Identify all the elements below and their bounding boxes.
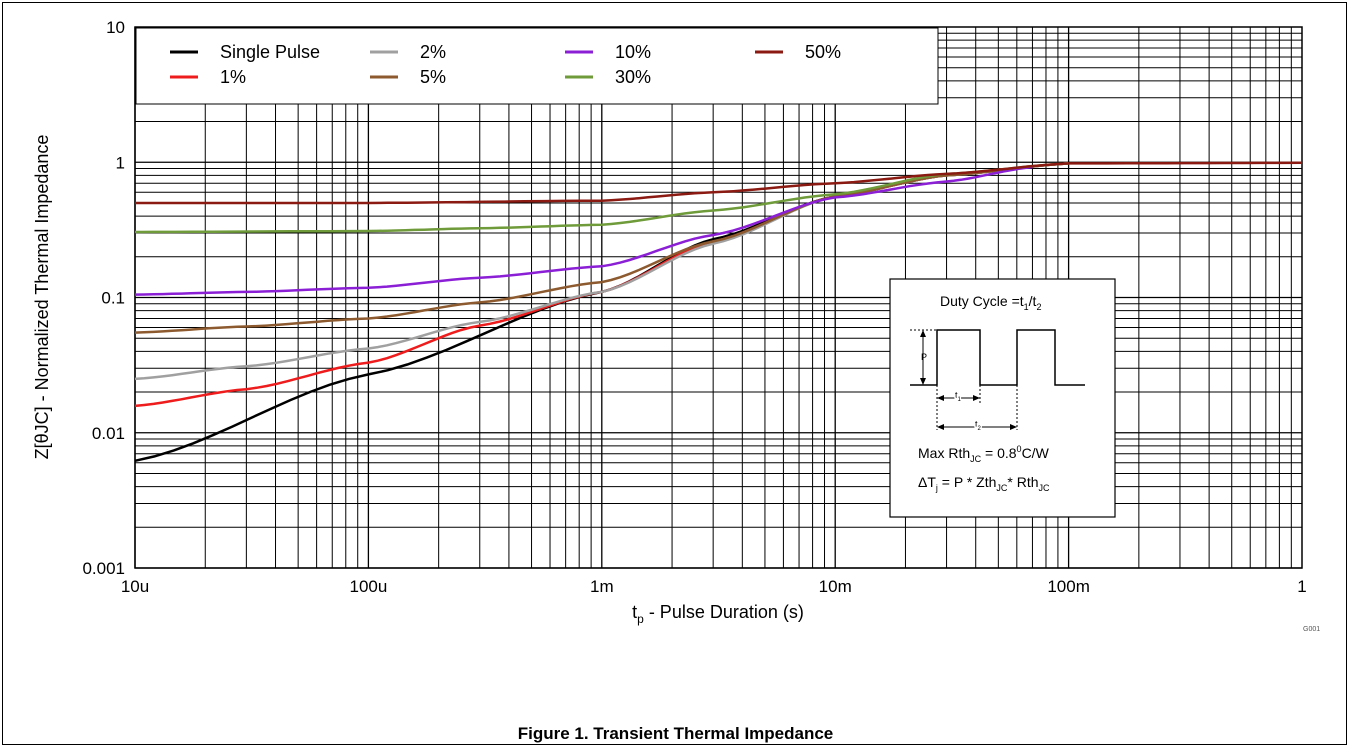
legend-label: 5% [420, 67, 446, 87]
series-line-10- [134, 165, 1033, 296]
pulse-waveform [910, 329, 1085, 386]
y-tick-label: 0.01 [92, 424, 125, 443]
delta-tj-text: ΔTj = P * ZthJC* RthJC [918, 474, 1050, 493]
max-rth-text: Max RthJC = 0.80C/W [918, 444, 1050, 464]
series-layer [134, 161, 1303, 463]
p-arrow-head-up [920, 330, 926, 337]
p-label: P [921, 352, 927, 362]
t1-label: t1 [955, 390, 962, 403]
y-tick-label: 0.001 [82, 559, 125, 578]
x-tick-label: 10m [819, 577, 852, 596]
plot-area-border [134, 26, 1303, 569]
x-axis-title: tp - Pulse Duration (s) [632, 602, 804, 626]
t2-label: t2 [975, 419, 982, 432]
legend-label: 1% [220, 67, 246, 87]
figure-code: G001 [1303, 626, 1321, 633]
y-tick-label: 10 [106, 18, 125, 37]
series-line-30- [134, 162, 1069, 234]
legend-label: 50% [805, 42, 841, 62]
y-tick-label: 1 [116, 153, 125, 172]
grid [134, 27, 1302, 569]
inset-box [889, 278, 1116, 518]
legend-label: Single Pulse [220, 42, 320, 62]
t1-arrow-head-left [937, 395, 944, 401]
t2-arrow-head-right [1010, 424, 1017, 430]
figure-caption: Figure 1. Transient Thermal Impedance [517, 724, 834, 743]
p-arrow-head-down [920, 378, 926, 385]
y-tick-label: 0.1 [101, 289, 125, 308]
legend: Single Pulse 1% 2% 5% 10% 30% 50% [135, 27, 939, 105]
legend-label: 30% [615, 67, 651, 87]
x-tick-label: 10u [121, 577, 149, 596]
series-line-5- [134, 162, 1069, 334]
duty-cycle-inset: Duty Cycle =t1/t2 P t1 t2 Max RthJC = 0.… [889, 278, 1116, 518]
y-axis-title: Z[θJC] - Normalized Thermal Impedance [32, 135, 52, 460]
x-tick-label: 100u [349, 577, 387, 596]
series-line-50- [135, 161, 1303, 205]
legend-label: 2% [420, 42, 446, 62]
t1-arrow-head-right [973, 395, 980, 401]
x-tick-label: 1 [1297, 577, 1306, 596]
tick-labels: 10u 100u 1m 10m 100m 1 0.001 0.01 0.1 1 10 [82, 18, 1306, 596]
x-tick-label: 1m [590, 577, 614, 596]
x-tick-label: 100m [1047, 577, 1090, 596]
legend-label: 10% [615, 42, 651, 62]
t2-arrow-head-left [937, 424, 944, 430]
inset-title: Duty Cycle =t1/t2 [940, 293, 1041, 312]
legend-box [135, 27, 939, 105]
